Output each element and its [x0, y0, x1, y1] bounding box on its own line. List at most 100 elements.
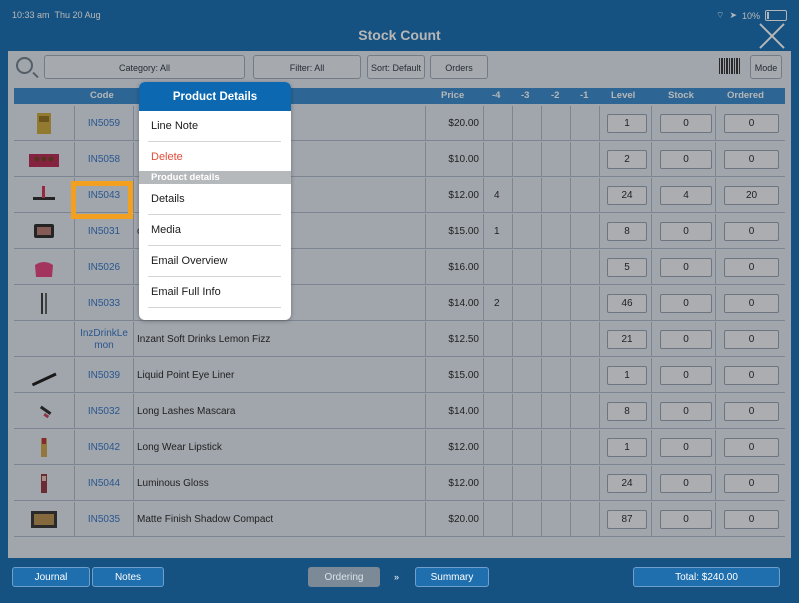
product-code[interactable]: IN5033 [75, 286, 134, 321]
product-code[interactable]: InzDrinkLe mon [75, 322, 134, 357]
product-code[interactable]: IN5026 [75, 250, 134, 285]
level-input[interactable]: 2 [607, 150, 647, 169]
line-note-item[interactable]: Line Note [148, 111, 281, 142]
product-code[interactable]: IN5031 [75, 214, 134, 249]
product-code[interactable]: IN5042 [75, 430, 134, 465]
product-code-text: IN5039 [87, 369, 121, 381]
stock-input[interactable]: 0 [660, 258, 712, 277]
status-date: Thu 20 Aug [54, 10, 101, 20]
barcode-icon[interactable] [719, 58, 741, 74]
ordered-input[interactable]: 20 [724, 186, 779, 205]
col-minus2[interactable]: -2 [551, 90, 560, 101]
summary-button[interactable]: Summary [415, 567, 489, 587]
level-input[interactable]: 8 [607, 222, 647, 241]
product-code[interactable]: IN5032 [75, 394, 134, 429]
table-row[interactable]: InzDrinkLe mon Inzant Soft Drinks Lemon Fi… [14, 322, 785, 357]
product-price-text: $15.00 [448, 226, 479, 237]
product-price: $20.00 [426, 106, 484, 141]
orders-button[interactable]: Orders [430, 55, 488, 79]
notes-button[interactable]: Notes [92, 567, 164, 587]
product-code[interactable]: IN5058 [75, 142, 134, 177]
level-input[interactable]: 24 [607, 186, 647, 205]
mode-button[interactable]: Mode [750, 55, 782, 79]
product-price-text: $10.00 [448, 154, 479, 165]
product-code[interactable]: IN5039 [75, 358, 134, 393]
stock-input[interactable]: 0 [660, 150, 712, 169]
col-stock[interactable]: Stock [668, 90, 694, 101]
level-input[interactable]: 87 [607, 510, 647, 529]
media-item[interactable]: Media [148, 215, 281, 246]
product-code[interactable]: IN5059 [75, 106, 134, 141]
table-row[interactable]: IN5035 Matte Finish Shadow Compact $20.00 8… [14, 502, 785, 537]
ordered-input[interactable]: 0 [724, 114, 779, 133]
level-input[interactable]: 1 [607, 438, 647, 457]
search-icon[interactable] [16, 57, 33, 74]
stock-input[interactable]: 4 [660, 186, 712, 205]
ordered-input[interactable]: 0 [724, 402, 779, 421]
table-row[interactable]: IN5042 Long Wear Lipstick $12.00 1 0 0 [14, 430, 785, 465]
ordered-input[interactable]: 0 [724, 222, 779, 241]
stock-input[interactable]: 0 [660, 114, 712, 133]
minus4-cell [484, 394, 513, 429]
col-minus4[interactable]: -4 [492, 90, 501, 101]
ordered-input[interactable]: 0 [724, 366, 779, 385]
level-input[interactable]: 1 [607, 366, 647, 385]
level-input[interactable]: 1 [607, 114, 647, 133]
table-row[interactable]: IN5032 Long Lashes Mascara $14.00 8 0 0 [14, 394, 785, 429]
status-time: 10:33 am [12, 10, 50, 20]
table-row[interactable]: IN5026 $16.00 5 0 0 [14, 250, 785, 285]
col-code[interactable]: Code [90, 90, 114, 101]
minus4-cell [484, 142, 513, 177]
stock-input[interactable]: 0 [660, 222, 712, 241]
table-row[interactable]: IN5033 $14.00 2 46 0 0 [14, 286, 785, 321]
level-input[interactable]: 24 [607, 474, 647, 493]
table-row[interactable]: IN5044 Luminous Gloss $12.00 24 0 0 [14, 466, 785, 501]
col-price[interactable]: Price [441, 90, 465, 101]
stock-input[interactable]: 0 [660, 294, 712, 313]
stock-input[interactable]: 0 [660, 366, 712, 385]
category-button[interactable]: Category: All [44, 55, 245, 79]
col-ordered[interactable]: Ordered [727, 90, 764, 101]
ordered-input[interactable]: 0 [724, 510, 779, 529]
level-input[interactable]: 5 [607, 258, 647, 277]
minus4-cell [484, 358, 513, 393]
journal-button[interactable]: Journal [12, 567, 90, 587]
level-input[interactable]: 46 [607, 294, 647, 313]
email-overview-item[interactable]: Email Overview [148, 246, 281, 277]
close-icon[interactable] [759, 23, 785, 49]
stock-input[interactable]: 0 [660, 402, 712, 421]
level-input[interactable]: 8 [607, 402, 647, 421]
ordered-input[interactable]: 0 [724, 330, 779, 349]
product-code[interactable]: IN5035 [75, 502, 134, 537]
stock-input[interactable]: 0 [660, 330, 712, 349]
stock-input[interactable]: 0 [660, 474, 712, 493]
col-minus1[interactable]: -1 [580, 90, 589, 101]
stock-input[interactable]: 0 [660, 510, 712, 529]
table-row[interactable]: IN5039 Liquid Point Eye Liner $15.00 1 0 0 [14, 358, 785, 393]
table-row[interactable]: IN5059 $20.00 1 0 0 [14, 106, 785, 141]
sort-button[interactable]: Sort: Default [367, 55, 425, 79]
delete-item[interactable]: Delete [151, 151, 183, 163]
filter-button[interactable]: Filter: All [253, 55, 361, 79]
total-button[interactable]: Total: $240.00 [633, 567, 780, 587]
details-item[interactable]: Details [148, 184, 281, 215]
col-level[interactable]: Level [611, 90, 636, 101]
stock-input[interactable]: 0 [660, 438, 712, 457]
ordered-input[interactable]: 0 [724, 294, 779, 313]
ordered-input[interactable]: 0 [724, 150, 779, 169]
minus1-cell [571, 142, 600, 177]
minus2-cell [542, 358, 571, 393]
email-full-info-item[interactable]: Email Full Info [148, 277, 281, 308]
col-minus3[interactable]: -3 [521, 90, 530, 101]
product-code[interactable]: IN5043 [75, 178, 134, 213]
minus1-cell [571, 394, 600, 429]
ordered-input[interactable]: 0 [724, 474, 779, 493]
product-description-text: Matte Finish Shadow Compact [137, 514, 274, 525]
ordering-button[interactable]: Ordering [308, 567, 380, 587]
ordered-input[interactable]: 0 [724, 258, 779, 277]
table-row[interactable]: IN5058 $10.00 2 0 0 [14, 142, 785, 177]
product-code[interactable]: IN5044 [75, 466, 134, 501]
ordered-input[interactable]: 0 [724, 438, 779, 457]
level-input[interactable]: 21 [607, 330, 647, 349]
